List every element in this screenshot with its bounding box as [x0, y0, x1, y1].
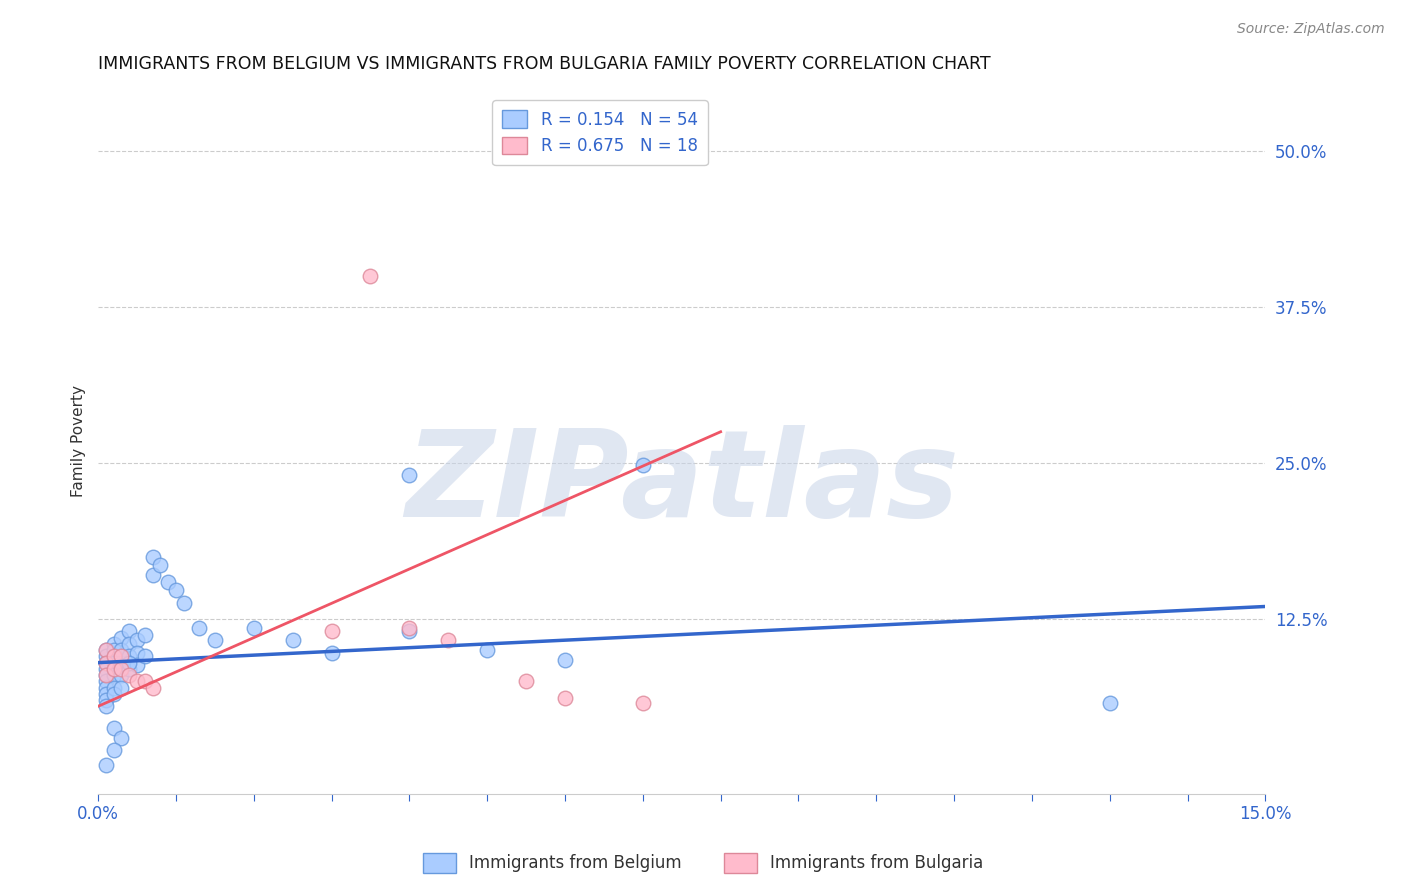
Point [134, 649, 156, 664]
Point [110, 668, 132, 682]
Point [103, 643, 125, 657]
Point [141, 568, 163, 582]
Point [94, 687, 117, 701]
Legend: Immigrants from Belgium, Immigrants from Bulgaria: Immigrants from Belgium, Immigrants from… [416, 847, 990, 880]
Point [631, 458, 654, 473]
Point [398, 468, 420, 483]
Point [118, 649, 141, 664]
Point [157, 574, 180, 589]
Y-axis label: Family Poverty: Family Poverty [72, 385, 86, 497]
Point [94, 693, 117, 707]
Point [118, 662, 141, 676]
Point [165, 583, 187, 598]
Point [437, 633, 460, 648]
Point [103, 662, 125, 676]
Point [281, 633, 304, 648]
Point [173, 596, 195, 610]
Point [110, 731, 132, 745]
Point [94, 649, 117, 664]
Point [1098, 696, 1121, 710]
Point [94, 668, 117, 682]
Point [94, 674, 117, 689]
Text: Source: ZipAtlas.com: Source: ZipAtlas.com [1237, 22, 1385, 37]
Point [103, 721, 125, 735]
Point [94, 643, 117, 657]
Point [94, 656, 117, 670]
Point [475, 643, 498, 657]
Point [110, 662, 132, 676]
Point [94, 758, 117, 772]
Point [125, 658, 148, 673]
Point [94, 643, 117, 657]
Text: IMMIGRANTS FROM BELGIUM VS IMMIGRANTS FROM BULGARIA FAMILY POVERTY CORRELATION C: IMMIGRANTS FROM BELGIUM VS IMMIGRANTS FR… [98, 55, 991, 73]
Point [242, 621, 264, 635]
Point [321, 646, 343, 660]
Point [103, 649, 125, 664]
Point [103, 649, 125, 664]
Point [103, 743, 125, 757]
Point [515, 674, 537, 689]
Point [103, 662, 125, 676]
Point [141, 681, 163, 695]
Point [103, 668, 125, 682]
Point [103, 687, 125, 701]
Point [125, 633, 148, 648]
Point [94, 662, 117, 676]
Point [204, 633, 226, 648]
Point [118, 637, 141, 651]
Text: ZIPatlas: ZIPatlas [405, 425, 959, 542]
Point [94, 699, 117, 714]
Point [118, 624, 141, 639]
Legend: R = 0.154   N = 54, R = 0.675   N = 18: R = 0.154 N = 54, R = 0.675 N = 18 [492, 101, 707, 165]
Point [554, 690, 576, 705]
Point [110, 681, 132, 695]
Point [359, 268, 381, 283]
Point [188, 621, 211, 635]
Point [110, 643, 132, 657]
Point [125, 646, 148, 660]
Point [118, 668, 141, 682]
Point [110, 649, 132, 664]
Point [118, 656, 141, 670]
Point [554, 653, 576, 667]
Point [398, 621, 420, 635]
Point [94, 656, 117, 670]
Point [141, 549, 163, 564]
Point [103, 681, 125, 695]
Point [94, 681, 117, 695]
Point [134, 628, 156, 642]
Point [134, 674, 156, 689]
Point [125, 674, 148, 689]
Point [149, 558, 172, 573]
Point [94, 668, 117, 682]
Point [321, 624, 343, 639]
Point [110, 656, 132, 670]
Point [398, 624, 420, 639]
Point [103, 637, 125, 651]
Point [103, 656, 125, 670]
Point [110, 631, 132, 645]
Point [631, 696, 654, 710]
